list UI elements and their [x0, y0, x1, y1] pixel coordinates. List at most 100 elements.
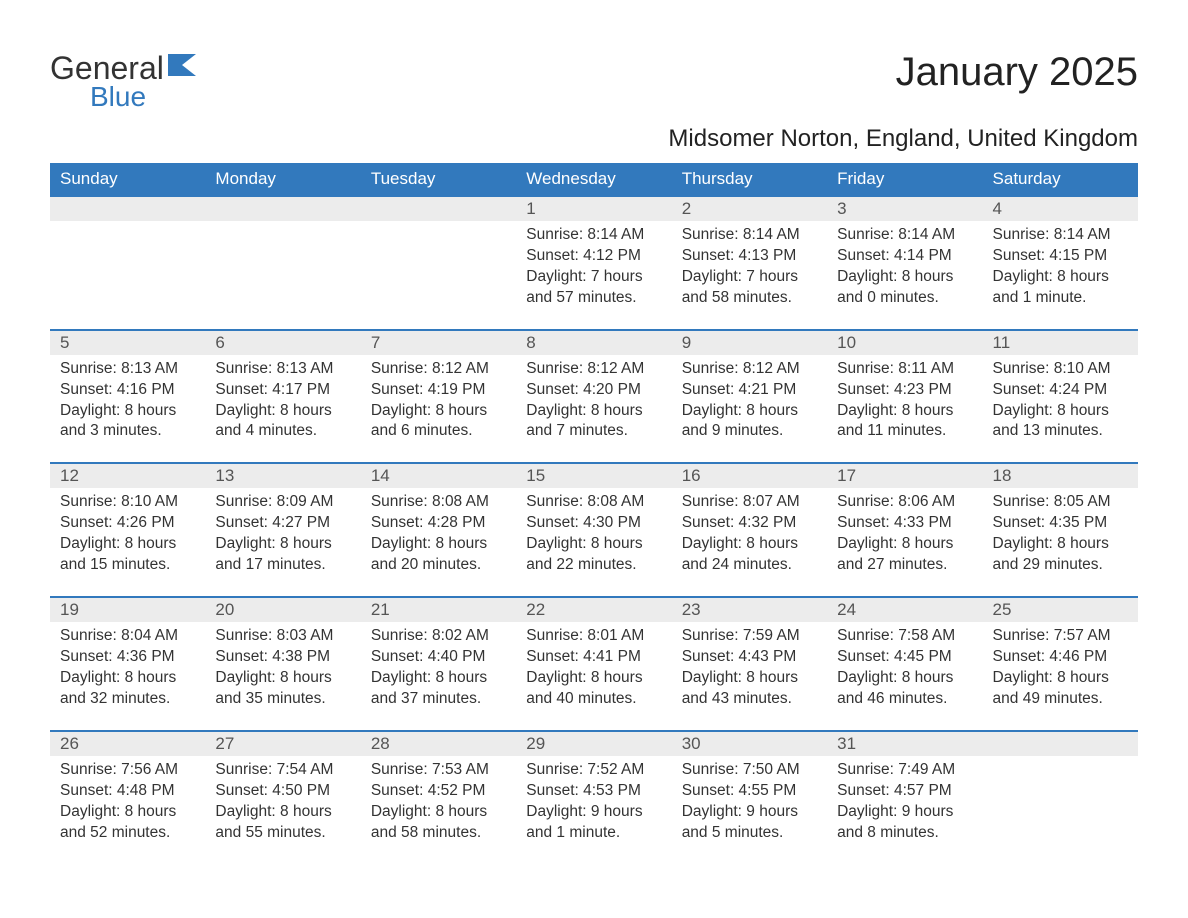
day-number: 30 — [682, 734, 701, 753]
daylight1-text: Daylight: 9 hours — [526, 802, 661, 823]
calendar-day-cell: 12Sunrise: 8:10 AMSunset: 4:26 PMDayligh… — [50, 463, 205, 597]
sunrise-text: Sunrise: 8:05 AM — [993, 492, 1128, 513]
day-number: 16 — [682, 466, 701, 485]
sunset-text: Sunset: 4:48 PM — [60, 781, 195, 802]
weekday-header: Tuesday — [361, 163, 516, 196]
daylight2-text: and 55 minutes. — [215, 823, 350, 844]
day-number: 4 — [993, 199, 1002, 218]
day-number: 27 — [215, 734, 234, 753]
sunset-text: Sunset: 4:57 PM — [837, 781, 972, 802]
calendar-day-cell: 7Sunrise: 8:12 AMSunset: 4:19 PMDaylight… — [361, 330, 516, 464]
daylight2-text: and 7 minutes. — [526, 421, 661, 442]
day-number-bar: 26 — [50, 732, 205, 756]
daylight2-text: and 27 minutes. — [837, 555, 972, 576]
daylight2-text: and 29 minutes. — [993, 555, 1128, 576]
header: General Blue January 2025 — [50, 50, 1138, 113]
sunset-text: Sunset: 4:33 PM — [837, 513, 972, 534]
sunset-text: Sunset: 4:38 PM — [215, 647, 350, 668]
calendar-week-row: 5Sunrise: 8:13 AMSunset: 4:16 PMDaylight… — [50, 330, 1138, 464]
day-number-bar: 1 — [516, 197, 671, 221]
calendar-day-cell: 20Sunrise: 8:03 AMSunset: 4:38 PMDayligh… — [205, 597, 360, 731]
day-number: 6 — [215, 333, 224, 352]
daylight1-text: Daylight: 8 hours — [993, 668, 1128, 689]
sunrise-text: Sunrise: 8:09 AM — [215, 492, 350, 513]
calendar-day-cell: 9Sunrise: 8:12 AMSunset: 4:21 PMDaylight… — [672, 330, 827, 464]
daylight1-text: Daylight: 8 hours — [526, 668, 661, 689]
day-number: 11 — [993, 333, 1011, 352]
daylight1-text: Daylight: 8 hours — [837, 401, 972, 422]
weekday-header: Monday — [205, 163, 360, 196]
sunrise-text: Sunrise: 8:02 AM — [371, 626, 506, 647]
calendar-week-row: 1Sunrise: 8:14 AMSunset: 4:12 PMDaylight… — [50, 196, 1138, 330]
day-number-bar: 23 — [672, 598, 827, 622]
daylight2-text: and 46 minutes. — [837, 689, 972, 710]
day-number: 3 — [837, 199, 846, 218]
sunrise-text: Sunrise: 8:14 AM — [526, 225, 661, 246]
sunrise-text: Sunrise: 8:01 AM — [526, 626, 661, 647]
daylight1-text: Daylight: 8 hours — [993, 267, 1128, 288]
calendar-week-row: 12Sunrise: 8:10 AMSunset: 4:26 PMDayligh… — [50, 463, 1138, 597]
calendar-day-cell: 23Sunrise: 7:59 AMSunset: 4:43 PMDayligh… — [672, 597, 827, 731]
weekday-header: Sunday — [50, 163, 205, 196]
day-number: 1 — [526, 199, 535, 218]
day-number: 7 — [371, 333, 380, 352]
day-number: 23 — [682, 600, 701, 619]
page-title: January 2025 — [896, 50, 1138, 95]
day-number: 25 — [993, 600, 1012, 619]
day-number: 13 — [215, 466, 234, 485]
day-number: 8 — [526, 333, 535, 352]
daylight1-text: Daylight: 8 hours — [60, 802, 195, 823]
daylight1-text: Daylight: 8 hours — [215, 668, 350, 689]
daylight2-text: and 1 minute. — [526, 823, 661, 844]
daylight1-text: Daylight: 8 hours — [371, 534, 506, 555]
day-number: 9 — [682, 333, 691, 352]
calendar-day-cell: 21Sunrise: 8:02 AMSunset: 4:40 PMDayligh… — [361, 597, 516, 731]
daylight2-text: and 58 minutes. — [682, 288, 817, 309]
day-number-bar: 21 — [361, 598, 516, 622]
sunset-text: Sunset: 4:20 PM — [526, 380, 661, 401]
daylight1-text: Daylight: 8 hours — [371, 401, 506, 422]
daylight2-text: and 40 minutes. — [526, 689, 661, 710]
daylight2-text: and 58 minutes. — [371, 823, 506, 844]
daylight2-text: and 17 minutes. — [215, 555, 350, 576]
daylight1-text: Daylight: 8 hours — [215, 802, 350, 823]
sunrise-text: Sunrise: 8:08 AM — [371, 492, 506, 513]
title-block: January 2025 — [896, 50, 1138, 95]
sunset-text: Sunset: 4:46 PM — [993, 647, 1128, 668]
daylight2-text: and 6 minutes. — [371, 421, 506, 442]
daylight2-text: and 4 minutes. — [215, 421, 350, 442]
day-number-bar: 31 — [827, 732, 982, 756]
day-number: 20 — [215, 600, 234, 619]
calendar-day-cell: 29Sunrise: 7:52 AMSunset: 4:53 PMDayligh… — [516, 731, 671, 864]
daylight1-text: Daylight: 8 hours — [837, 267, 972, 288]
calendar-day-cell: 30Sunrise: 7:50 AMSunset: 4:55 PMDayligh… — [672, 731, 827, 864]
day-number-bar: 28 — [361, 732, 516, 756]
empty-day-bar — [205, 197, 360, 221]
calendar-week-row: 26Sunrise: 7:56 AMSunset: 4:48 PMDayligh… — [50, 731, 1138, 864]
daylight1-text: Daylight: 8 hours — [837, 668, 972, 689]
day-number-bar: 2 — [672, 197, 827, 221]
calendar-day-cell: 24Sunrise: 7:58 AMSunset: 4:45 PMDayligh… — [827, 597, 982, 731]
sunset-text: Sunset: 4:35 PM — [993, 513, 1128, 534]
daylight1-text: Daylight: 8 hours — [682, 401, 817, 422]
daylight2-text: and 13 minutes. — [993, 421, 1128, 442]
day-number-bar: 14 — [361, 464, 516, 488]
sunrise-text: Sunrise: 8:12 AM — [526, 359, 661, 380]
daylight1-text: Daylight: 8 hours — [371, 802, 506, 823]
day-number: 22 — [526, 600, 545, 619]
sunset-text: Sunset: 4:43 PM — [682, 647, 817, 668]
day-number-bar: 17 — [827, 464, 982, 488]
day-number-bar: 29 — [516, 732, 671, 756]
weekday-header-row: Sunday Monday Tuesday Wednesday Thursday… — [50, 163, 1138, 196]
daylight2-text: and 9 minutes. — [682, 421, 817, 442]
sunset-text: Sunset: 4:41 PM — [526, 647, 661, 668]
day-number-bar: 18 — [983, 464, 1138, 488]
calendar-week-row: 19Sunrise: 8:04 AMSunset: 4:36 PMDayligh… — [50, 597, 1138, 731]
sunrise-text: Sunrise: 8:14 AM — [837, 225, 972, 246]
daylight2-text: and 52 minutes. — [60, 823, 195, 844]
calendar-day-cell: 1Sunrise: 8:14 AMSunset: 4:12 PMDaylight… — [516, 196, 671, 330]
day-number: 21 — [371, 600, 390, 619]
day-number-bar: 6 — [205, 331, 360, 355]
daylight2-text: and 22 minutes. — [526, 555, 661, 576]
sunrise-text: Sunrise: 7:50 AM — [682, 760, 817, 781]
